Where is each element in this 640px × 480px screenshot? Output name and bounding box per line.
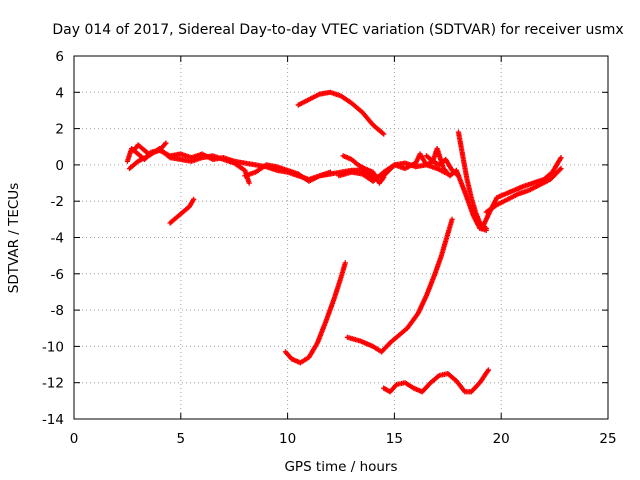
x-tick-label: 15: [386, 431, 403, 447]
series-arc-5: [423, 153, 462, 179]
y-tick-label: 2: [55, 122, 64, 138]
data-point: [381, 175, 387, 181]
axis-ticks: 0 5 10 15 20 25 -14 -12 -10 -8 -6 -4 -2 0 2 4 6: [42, 49, 617, 447]
y-axis-label: SDTVAR / TECUs: [6, 183, 22, 293]
data-point: [455, 173, 462, 179]
series-arc-11: [282, 260, 348, 366]
y-tick-label: -6: [51, 267, 64, 283]
series-arc-10: [167, 196, 197, 226]
data-point: [558, 155, 564, 161]
y-tick-label: -4: [51, 231, 64, 247]
series-arc-4: [340, 153, 387, 186]
series-arc-2b: [242, 162, 333, 184]
data-point: [191, 196, 197, 202]
series-arc-13: [381, 367, 491, 395]
x-tick-label: 10: [279, 431, 296, 447]
y-tick-label: -8: [51, 303, 64, 319]
y-tick-label: -12: [42, 376, 64, 392]
data-point: [342, 260, 348, 266]
series-arc-3: [336, 145, 489, 233]
data-point: [131, 147, 137, 153]
y-tick-label: 0: [55, 158, 64, 174]
x-tick-label: 25: [599, 431, 616, 447]
x-tick-label: 5: [177, 431, 186, 447]
data-point: [449, 216, 455, 222]
series-arc-6: [295, 89, 387, 137]
series-arc-7: [455, 129, 489, 232]
data-point: [558, 165, 564, 172]
x-tick-label: 0: [70, 431, 79, 447]
series-arc-2c: [131, 140, 169, 157]
chart-title: Day 014 of 2017, Sidereal Day-to-day VTE…: [52, 22, 623, 38]
y-tick-label: -10: [42, 339, 64, 355]
plot-border: [73, 55, 609, 420]
data-point: [246, 180, 252, 186]
y-tick-label: 4: [55, 85, 64, 101]
data-point: [327, 169, 333, 175]
data-markers: [124, 89, 564, 395]
grid-lines: [74, 56, 608, 419]
y-tick-label: 6: [55, 49, 64, 65]
series-arc-12: [344, 216, 455, 355]
y-tick-label: -2: [51, 194, 64, 210]
series-arc-9: [483, 165, 564, 215]
x-axis-label: GPS time / hours: [284, 459, 397, 475]
x-tick-label: 20: [493, 431, 510, 447]
data-point: [485, 367, 491, 373]
data-point: [381, 131, 387, 137]
y-tick-label: -14: [42, 412, 64, 428]
